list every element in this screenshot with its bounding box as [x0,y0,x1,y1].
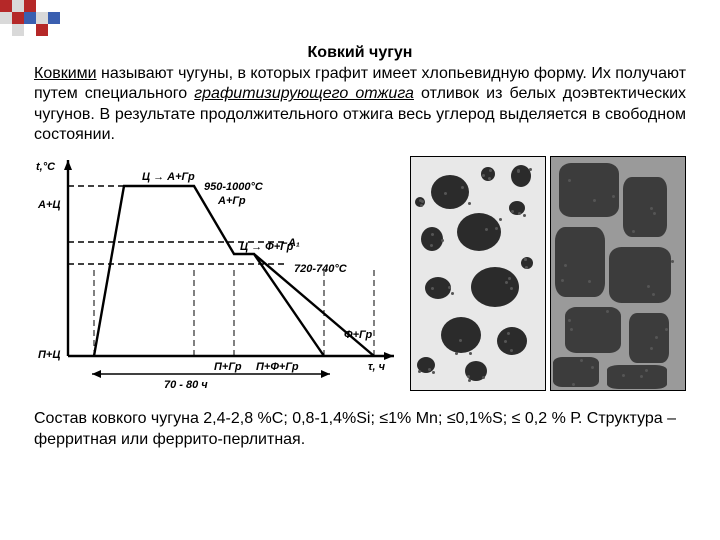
svg-text:П+Ц: П+Ц [38,349,60,361]
micrograph-photos [410,156,686,391]
svg-text:Ф+Гр: Ф+Гр [344,329,372,341]
svg-text:70 - 80 ч: 70 - 80 ч [164,379,208,391]
svg-text:П+Гр: П+Гр [214,361,242,373]
svg-text:А+Гр: А+Гр [217,195,246,207]
svg-text:Ц → А+Гр: Ц → А+Гр [142,171,195,183]
svg-text:t,°C: t,°C [36,161,56,173]
svg-text:Ц → Ф+Гр: Ц → Ф+Гр [240,241,294,253]
term-annealing: графитизирующего отжига [194,85,414,102]
annealing-diagram: t,°CЦ → А+Гр950-1000°CА+ГрА+ЦА₁Ц → Ф+Гр7… [34,156,404,391]
slide-content: Ковкий чугун Ковкими называют чугуны, в … [0,0,720,460]
corner-decoration [0,0,120,36]
figure-row: t,°CЦ → А+Гр950-1000°CА+ГрА+ЦА₁Ц → Ф+Гр7… [34,156,686,391]
svg-text:А+Ц: А+Ц [37,199,60,211]
term-kovkimi: Ковкими [34,65,97,82]
paragraph-1: Ковкими называют чугуны, в которых графи… [34,64,686,146]
svg-text:950-1000°C: 950-1000°C [204,181,264,193]
paragraph-2: Состав ковкого чугуна 2,4-2,8 %С; 0,8-1,… [34,409,686,451]
svg-text:П+Ф+Гр: П+Ф+Гр [256,361,299,373]
micrograph-2 [550,156,686,391]
slide-title: Ковкий чугун [34,44,686,62]
svg-text:τ, ч: τ, ч [368,361,386,373]
svg-text:720-740°C: 720-740°C [294,263,348,275]
micrograph-1 [410,156,546,391]
